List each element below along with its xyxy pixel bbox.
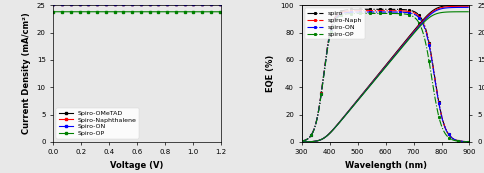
Spiro-Naphthalene xyxy=(167,3,173,5)
spiro-Naph xyxy=(321,72,327,74)
Line: spiro-OP: spiro-OP xyxy=(301,13,470,143)
spiro-ON xyxy=(467,141,472,143)
spiro-ON xyxy=(371,11,377,13)
Line: Spiro-ON: Spiro-ON xyxy=(52,3,229,5)
X-axis label: Wavelength (nm): Wavelength (nm) xyxy=(345,161,426,170)
Legend: Spiro-OMeTAD, Spiro-Naphthalene, Spiro-ON, Spiro-OP: Spiro-OMeTAD, Spiro-Naphthalene, Spiro-O… xyxy=(56,108,139,139)
Spiro-ON xyxy=(167,3,173,5)
Spiro-ON xyxy=(95,3,101,5)
X-axis label: Voltage (V): Voltage (V) xyxy=(110,161,164,170)
Legend: spiro, spiro-Naph, spiro-ON, spiro-OP: spiro, spiro-Naph, spiro-ON, spiro-OP xyxy=(305,8,365,39)
spiro-Naph xyxy=(371,10,377,12)
Y-axis label: Current Density (mA/cm²): Current Density (mA/cm²) xyxy=(22,13,31,134)
Spiro-OMeTAD xyxy=(153,3,159,5)
Spiro-ON xyxy=(182,3,188,5)
Line: spiro-ON: spiro-ON xyxy=(301,11,470,143)
spiro-ON xyxy=(321,72,327,75)
Spiro-Naphthalene xyxy=(153,3,159,5)
spiro-ON xyxy=(391,11,396,13)
Spiro-Naphthalene xyxy=(129,3,135,5)
spiro xyxy=(371,8,377,10)
spiro xyxy=(321,71,327,73)
Spiro-Naphthalene xyxy=(182,3,188,5)
spiro-ON xyxy=(372,11,378,13)
Spiro-OMeTAD xyxy=(81,3,87,5)
spiro-Naph xyxy=(372,10,378,12)
spiro xyxy=(372,8,378,10)
spiro-OP xyxy=(370,12,376,14)
Spiro-OP xyxy=(153,11,159,13)
Spiro-OP xyxy=(50,11,56,13)
spiro-Naph xyxy=(327,33,333,35)
Spiro-OP xyxy=(129,11,135,13)
Spiro-OMeTAD xyxy=(95,3,101,5)
spiro-Naph xyxy=(391,10,396,12)
spiro-OP xyxy=(387,12,393,15)
Spiro-ON xyxy=(225,3,231,5)
spiro xyxy=(355,8,361,10)
Spiro-OP xyxy=(225,11,231,13)
spiro-OP xyxy=(321,73,327,75)
spiro-OP xyxy=(327,35,333,37)
spiro xyxy=(299,140,304,142)
spiro-Naph xyxy=(387,10,393,12)
spiro-Naph xyxy=(467,141,472,143)
Spiro-ON xyxy=(129,3,135,5)
spiro-OP xyxy=(299,140,304,142)
spiro xyxy=(327,32,333,34)
spiro-OP xyxy=(372,12,378,14)
Line: Spiro-Naphthalene: Spiro-Naphthalene xyxy=(52,3,229,5)
Spiro-Naphthalene xyxy=(225,3,231,5)
Spiro-ON xyxy=(50,3,56,5)
Spiro-ON xyxy=(153,3,159,5)
Spiro-ON xyxy=(81,3,87,5)
Line: Spiro-OMeTAD: Spiro-OMeTAD xyxy=(52,3,229,5)
spiro xyxy=(391,8,396,10)
spiro xyxy=(467,141,472,143)
Spiro-OMeTAD xyxy=(129,3,135,5)
spiro-ON xyxy=(355,11,361,13)
Line: spiro-Naph: spiro-Naph xyxy=(301,10,470,143)
Spiro-OMeTAD xyxy=(225,3,231,5)
spiro-Naph xyxy=(355,10,361,12)
spiro-ON xyxy=(299,140,304,142)
spiro-OP xyxy=(391,12,396,15)
spiro-OP xyxy=(355,12,361,15)
spiro-ON xyxy=(327,34,333,36)
Y-axis label: EQE (%): EQE (%) xyxy=(266,55,275,92)
Spiro-OMeTAD xyxy=(167,3,173,5)
Spiro-OP xyxy=(95,11,101,13)
spiro-ON xyxy=(387,11,393,13)
spiro xyxy=(387,8,393,10)
Spiro-OMeTAD xyxy=(50,3,56,5)
Spiro-Naphthalene xyxy=(95,3,101,5)
Spiro-OP xyxy=(167,11,173,13)
Line: spiro: spiro xyxy=(301,8,470,143)
Spiro-OP xyxy=(182,11,188,13)
Spiro-Naphthalene xyxy=(50,3,56,5)
Line: Spiro-OP: Spiro-OP xyxy=(52,11,229,13)
spiro-OP xyxy=(467,141,472,143)
spiro-Naph xyxy=(299,140,304,142)
Spiro-OMeTAD xyxy=(182,3,188,5)
Spiro-Naphthalene xyxy=(81,3,87,5)
Spiro-OP xyxy=(81,11,87,13)
